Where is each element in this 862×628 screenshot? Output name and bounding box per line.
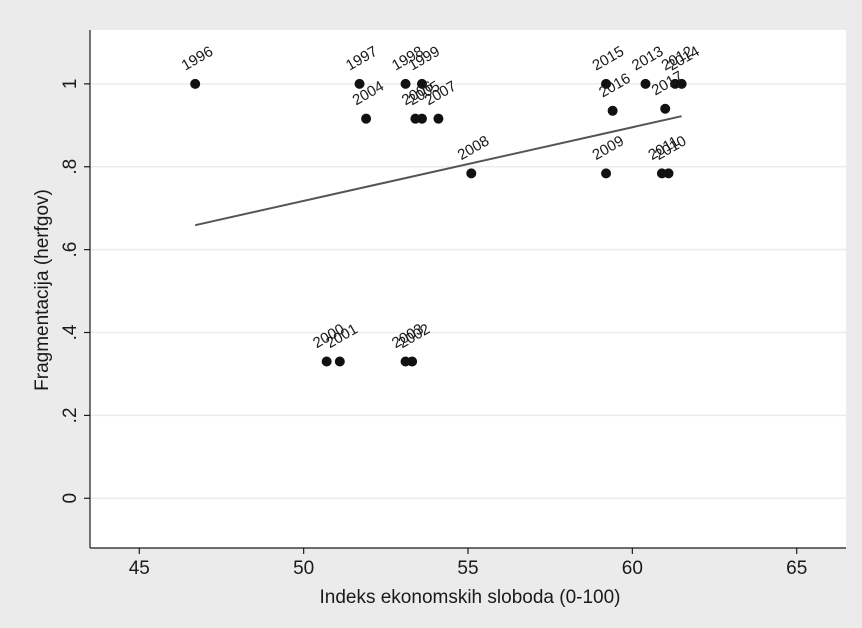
data-point bbox=[660, 103, 671, 114]
data-point bbox=[676, 78, 687, 89]
data-point bbox=[410, 113, 421, 124]
x-axis-title: Indeks ekonomskih sloboda (0-100) bbox=[319, 587, 620, 608]
axes: 0 .2 .4 .6 .8 1 45 50 55 60 65 bbox=[60, 30, 846, 579]
data-point bbox=[607, 105, 618, 116]
data-point bbox=[334, 356, 345, 367]
y-tick-label: 0 bbox=[60, 493, 81, 504]
fit-line bbox=[194, 115, 682, 227]
data-point bbox=[361, 113, 372, 124]
x-tick-label: 50 bbox=[293, 558, 314, 579]
data-point bbox=[321, 356, 332, 367]
x-tick-label: 60 bbox=[622, 558, 643, 579]
plot-area bbox=[90, 30, 846, 548]
data-point bbox=[466, 168, 477, 179]
fit-line-group bbox=[194, 115, 682, 227]
y-tick-label: .8 bbox=[60, 159, 81, 175]
x-tick-label: 45 bbox=[129, 558, 150, 579]
data-point bbox=[400, 356, 411, 367]
gridlines bbox=[90, 83, 846, 500]
y-axis-title: Fragmentacija (herfgov) bbox=[32, 189, 53, 391]
data-point bbox=[601, 78, 612, 89]
y-tick-label: .4 bbox=[60, 324, 81, 340]
data-point bbox=[416, 78, 427, 89]
data-point bbox=[400, 78, 411, 89]
data-point bbox=[354, 78, 365, 89]
data-point bbox=[656, 168, 667, 179]
data-point bbox=[433, 113, 444, 124]
y-tick-label: 1 bbox=[60, 79, 81, 90]
y-tick-label: .2 bbox=[60, 407, 81, 423]
x-tick-label: 65 bbox=[786, 558, 807, 579]
data-point bbox=[190, 78, 201, 89]
y-tick-label: .6 bbox=[60, 242, 81, 258]
data-point bbox=[601, 168, 612, 179]
data-point bbox=[640, 78, 651, 89]
data-points bbox=[190, 78, 687, 367]
x-tick-label: 55 bbox=[457, 558, 478, 579]
